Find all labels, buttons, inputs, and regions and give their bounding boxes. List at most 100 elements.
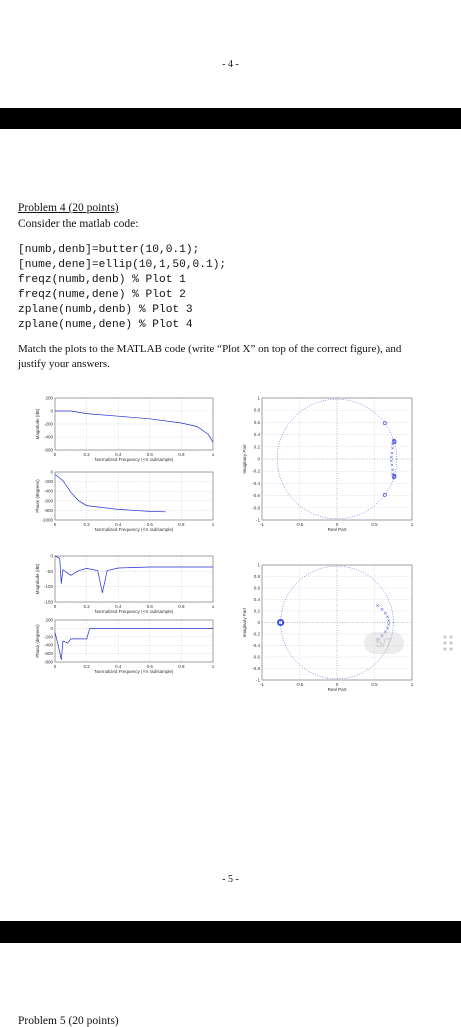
y-tick-label: -100 <box>44 584 54 589</box>
y-tick-label: -1000 <box>41 518 53 523</box>
zero-marker <box>392 473 397 478</box>
x-axis-label: Normalized Frequency (×π rad/sample) <box>95 609 174 614</box>
x-axis-label: Normalized Frequency (×π rad/sample) <box>95 457 174 462</box>
y-tick-label: 0.2 <box>254 609 261 614</box>
x-tick-label: 0.4 <box>115 664 122 669</box>
pole-marker <box>391 472 395 476</box>
y-tick-label: 0 <box>50 470 53 475</box>
x-tick-label: 1 <box>411 682 414 687</box>
x-tick-label: 0.2 <box>83 664 90 669</box>
y-axis-label: Magnitude (dB) <box>35 408 40 439</box>
y-tick-label: -800 <box>44 660 54 665</box>
pole-marker <box>376 604 380 608</box>
y-tick-label: -0.2 <box>252 632 260 637</box>
y-axis-label: Imaginary Part <box>242 607 247 637</box>
pole-marker <box>380 634 384 638</box>
pole-marker <box>391 442 395 446</box>
zero-marker <box>382 492 387 497</box>
x-tick-label: 0 <box>336 522 339 527</box>
y-tick-label: -600 <box>44 448 54 453</box>
zero-marker <box>277 619 284 626</box>
y-tick-label: -0.8 <box>252 505 260 510</box>
y-tick-label: 0.6 <box>254 420 261 425</box>
pole-marker <box>391 476 395 480</box>
y-tick-label: -600 <box>44 498 54 503</box>
y-tick-label: -0.6 <box>252 493 260 498</box>
pole-marker <box>376 637 380 641</box>
pole-marker <box>387 622 391 626</box>
problem-intro: Consider the matlab code: <box>18 218 139 230</box>
x-tick-label: 0.2 <box>83 452 90 457</box>
page-number: - 5 - <box>222 874 239 885</box>
y-tick-label: 0.6 <box>254 586 261 591</box>
y-axis-label: Imaginary Part <box>242 444 247 474</box>
y-tick-label: 1 <box>257 563 260 568</box>
response-curve <box>55 410 214 443</box>
x-tick-label: 0.5 <box>371 682 378 687</box>
plot-frame <box>54 397 214 451</box>
plot-frame <box>54 471 214 521</box>
instructions: justify your answers. <box>18 358 110 370</box>
y-tick-label: 200 <box>45 396 53 401</box>
page-separator <box>0 108 461 129</box>
y-tick-label: -400 <box>44 489 54 494</box>
y-tick-label: -600 <box>44 651 54 656</box>
y-tick-label: -800 <box>44 508 54 513</box>
pole-marker <box>390 451 394 455</box>
y-tick-label: -200 <box>44 634 54 639</box>
y-tick-label: -400 <box>44 435 54 440</box>
x-tick-label: 1 <box>212 664 215 669</box>
zero-marker <box>392 440 397 445</box>
y-tick-label: 0 <box>50 626 53 631</box>
response-curve <box>54 555 213 593</box>
pole-marker <box>383 611 387 615</box>
zero-marker <box>382 421 387 426</box>
y-tick-label: 0.8 <box>254 574 261 579</box>
y-tick-label: 0.8 <box>254 408 261 413</box>
zero-marker <box>277 618 285 626</box>
code-line: zplane(numb,denb) % Plot 3 <box>18 304 193 316</box>
code-line: zplane(nume,dene) % Plot 4 <box>18 319 193 331</box>
pole-marker <box>390 463 394 467</box>
page-indicator: 5/7 <box>364 632 404 654</box>
x-axis-label: Normalized Frequency (×π rad/sample) <box>95 527 174 532</box>
x-tick-label: 0.2 <box>83 522 90 527</box>
x-tick-label: 0 <box>54 664 57 669</box>
y-tick-label: -0.4 <box>252 481 260 486</box>
zero-marker <box>392 475 397 479</box>
x-tick-label: 0 <box>54 604 57 609</box>
pole-marker <box>391 446 395 450</box>
x-axis-label: Normalized Frequency (×π rad/sample) <box>95 669 174 674</box>
pole-marker <box>389 455 393 459</box>
code-line: [numb,denb]=butter(10,0.1); <box>18 244 200 256</box>
x-tick-label: -0.5 <box>296 522 304 527</box>
x-tick-label: 1 <box>212 522 215 527</box>
x-tick-label: 1 <box>411 522 414 527</box>
pole-marker <box>383 630 387 634</box>
x-tick-label: 0.4 <box>115 604 122 609</box>
pole-marker <box>391 468 395 472</box>
x-tick-label: 0 <box>54 452 57 457</box>
plot-frame <box>54 555 214 603</box>
response-curve <box>54 628 213 660</box>
x-tick-label: 0.6 <box>147 522 154 527</box>
next-problem-title: Problem 5 (20 points) <box>18 1015 119 1027</box>
x-tick-label: 0.8 <box>178 664 185 669</box>
x-tick-label: 0.6 <box>147 604 154 609</box>
y-tick-label: -200 <box>44 479 54 484</box>
x-axis-label: Real Part <box>328 527 348 532</box>
x-tick-label: 0.8 <box>178 452 185 457</box>
code-line: [nume,dene]=ellip(10,1,50,0.1); <box>18 259 227 271</box>
x-tick-label: 0 <box>54 522 57 527</box>
pole-marker <box>380 607 384 611</box>
x-tick-label: 0.8 <box>178 604 185 609</box>
instructions: Match the plots to the MATLAB code (writ… <box>18 343 402 355</box>
x-tick-label: -1 <box>260 522 264 527</box>
scroll-handle[interactable] <box>441 632 455 654</box>
x-tick-label: 0.4 <box>115 522 122 527</box>
x-tick-label: 0.6 <box>147 452 154 457</box>
zero-marker <box>392 439 397 443</box>
pole-marker <box>387 619 391 623</box>
